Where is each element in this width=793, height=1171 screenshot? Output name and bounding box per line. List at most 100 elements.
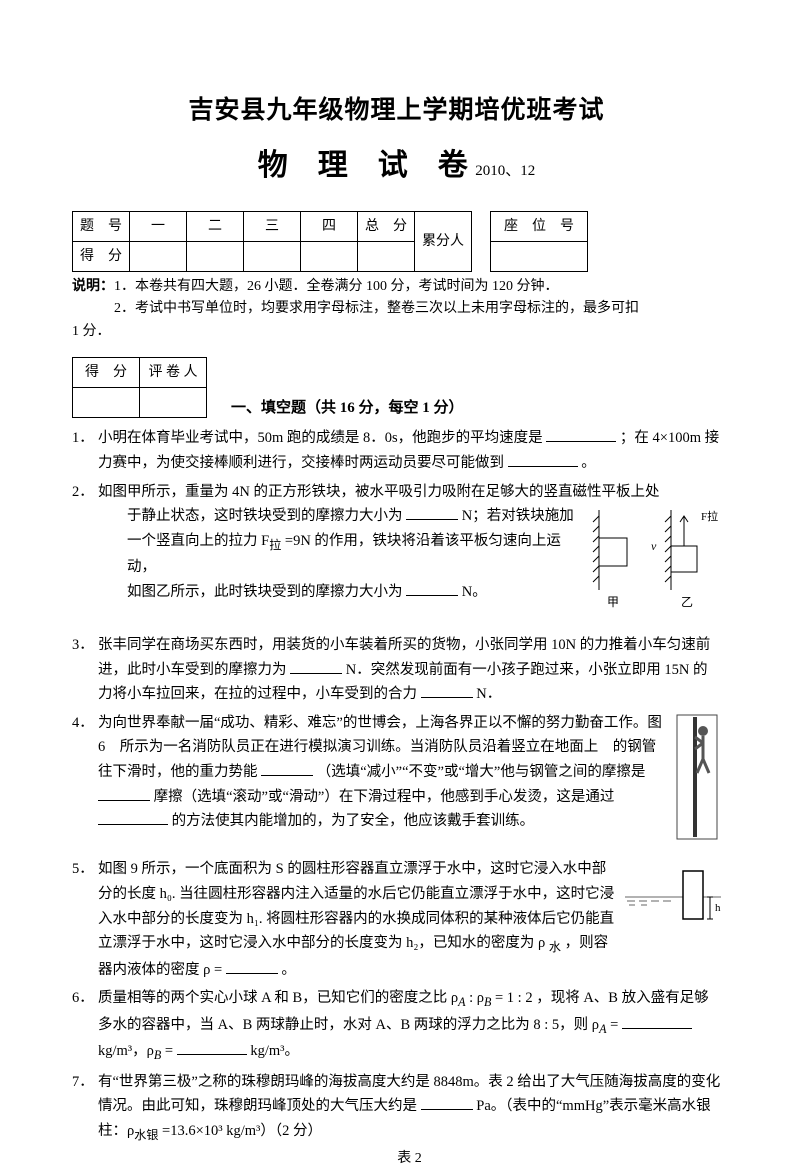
q2-t2: 于静止状态，这时铁块受到的摩擦力大小为 <box>127 508 403 524</box>
q2-t1: 如图甲所示，重量为 4N 的正方形铁块，被水平吸引力吸附在足够大的竖直磁性平板上… <box>98 484 659 500</box>
q6-subB2: B <box>154 1048 161 1062</box>
q1-blank-1 <box>546 427 616 443</box>
q7-sub-hg: 水银 <box>134 1128 158 1142</box>
q5-figure: h₀ <box>625 859 721 948</box>
exam-date: 2010、12 <box>475 163 535 179</box>
q6-t1: 质量相等的两个实心小球 A 和 B，已知它们的密度之比 ρ <box>98 990 458 1006</box>
q4-figure <box>673 713 721 852</box>
question-3: 3． 张丰同学在商场买东西时，用装货的小车装着所买的货物，小张同学用 10N 的… <box>72 633 721 707</box>
instructions: 说明：1．本卷共有四大题，26 小题．全卷满分 100 分，考试时间为 120 … <box>72 276 721 343</box>
q2-fig-label-left: 甲 <box>607 595 619 609</box>
seat-value <box>491 241 588 271</box>
question-4: 4． 为向世界奉献一届“成功、精彩、难忘”的世博会，上海各界正以不懈的努力勤奋工… <box>72 711 721 854</box>
q4-t2: （选填“减小”“不变”或“增大”他与钢管之间的摩擦是 <box>317 764 646 780</box>
seat-table: 座 位 号 <box>490 211 588 272</box>
q5-body: h₀ 如图 9 所示，一个底面积为 S 的圆柱形容器直立漂浮于水中，这时它浸入水… <box>98 857 721 982</box>
q6-num: 6． <box>72 986 98 1065</box>
q5-num: 5． <box>72 857 98 982</box>
score-cell-4 <box>301 241 358 271</box>
q2-figure: 甲 F拉 v <box>589 506 721 627</box>
q3-blank-1 <box>290 658 342 674</box>
score-row2-label: 得 分 <box>73 241 130 271</box>
instruction-line3: 1 分． <box>72 324 111 339</box>
q2-fig-v-label: v <box>651 539 657 553</box>
q7-t3: =13.6×10³ kg/m³）（2 分） <box>162 1123 322 1139</box>
score-cell-total <box>358 241 415 271</box>
q3-num: 3． <box>72 633 98 707</box>
q4-body: 为向世界奉献一届“成功、精彩、难忘”的世博会，上海各界正以不懈的努力勤奋工作。图… <box>98 711 721 854</box>
exam-subject: 物 理 试 卷 <box>258 149 468 182</box>
question-1: 1． 小明在体育毕业考试中，50m 跑的成绩是 8．0s，他跑步的平均速度是 ；… <box>72 426 721 475</box>
question-6: 6． 质量相等的两个实心小球 A 和 B，已知它们的密度之比 ρA : ρB =… <box>72 986 721 1065</box>
grader-table: 得 分 评 卷 人 <box>72 357 207 418</box>
grader-score-label: 得 分 <box>73 358 140 388</box>
section-1-heading-row: 得 分 评 卷 人 一、填空题（共 16 分，每空 1 分） <box>72 351 721 420</box>
q3-body: 张丰同学在商场买东西时，用装货的小车装着所买的货物，小张同学用 10N 的力推着… <box>98 633 721 707</box>
q2-figure-svg: 甲 F拉 v <box>589 506 721 618</box>
exam-title-line1: 吉安县九年级物理上学期培优班考试 <box>72 90 721 131</box>
q6-blank-1 <box>622 1013 692 1029</box>
q4-figure-svg <box>673 713 721 843</box>
q1-num: 1． <box>72 426 98 475</box>
q1-blank-2 <box>508 451 578 467</box>
score-cell-1 <box>130 241 187 271</box>
question-2: 2． 如图甲所示，重量为 4N 的正方形铁块，被水平吸引力吸附在足够大的竖直磁性… <box>72 480 721 629</box>
q4-blank-3 <box>98 810 168 826</box>
question-5: 5． <box>72 857 721 982</box>
q6-t5: = <box>165 1043 177 1059</box>
q1-body: 小明在体育毕业考试中，50m 跑的成绩是 8．0s，他跑步的平均速度是 ；在 4… <box>98 426 721 475</box>
top-table-row: 题 号 一 二 三 四 总 分 累分人 得 分 座 位 号 <box>72 211 721 272</box>
q7-num: 7． <box>72 1070 98 1171</box>
q5-figure-svg: h₀ <box>625 859 721 939</box>
section-1-heading: 一、填空题（共 16 分，每空 1 分） <box>231 396 464 421</box>
score-th-label: 题 号 <box>73 211 130 241</box>
q2-sub1: 拉 <box>269 538 281 552</box>
score-cell-3 <box>244 241 301 271</box>
q2-num: 2． <box>72 480 98 629</box>
q4-num: 4． <box>72 711 98 854</box>
q1-t3: 。 <box>581 455 596 471</box>
q4-t4: 的方法使其内能增加的，为了安全，他应该戴手套训练。 <box>172 813 535 829</box>
q2-blank-2 <box>406 580 458 596</box>
q5-blank-1 <box>226 958 278 974</box>
q5-t1: 如图 9 所示，一个底面积为 S 的圆柱形容器直立漂浮于水中，这时它浸入水中部分… <box>98 861 614 951</box>
q6-unit2: kg/m³。 <box>250 1043 299 1059</box>
q5-sub-water: 水 <box>549 940 561 954</box>
q4-t3: 摩擦（选填“滚动”或“滑动”）在下滑过程中，他感到手心发烫，这是通过 <box>154 789 615 805</box>
q2-t6: N。 <box>462 584 487 600</box>
score-th-3: 三 <box>244 211 301 241</box>
q6-subA2: A <box>599 1022 606 1036</box>
q2-fig-F-label: F拉 <box>701 509 718 523</box>
q6-subB: B <box>484 995 491 1009</box>
seat-label: 座 位 号 <box>491 211 588 241</box>
q6-subA: A <box>458 995 465 1009</box>
q2-fig-label-right: 乙 <box>681 595 693 609</box>
q6-blank-2 <box>177 1040 247 1056</box>
question-7: 7． 有“世界第三极”之称的珠穆朗玛峰的海拔高度大约是 8848m。表 2 给出… <box>72 1070 721 1171</box>
score-th-total: 总 分 <box>358 211 415 241</box>
q6-unit1: kg/m³，ρ <box>98 1043 154 1059</box>
instructions-label: 说明： <box>72 279 114 294</box>
q7-table-label: 表 2 <box>98 1147 721 1171</box>
q5-fig-h0: h₀ <box>715 902 721 914</box>
grader-person-value <box>140 388 207 418</box>
score-th-4: 四 <box>301 211 358 241</box>
q7-blank-1 <box>421 1095 473 1111</box>
grader-person-label: 评 卷 人 <box>140 358 207 388</box>
grader-score-value <box>73 388 140 418</box>
q4-blank-2 <box>98 785 150 801</box>
q7-body: 有“世界第三极”之称的珠穆朗玛峰的海拔高度大约是 8848m。表 2 给出了大气… <box>98 1070 721 1171</box>
q2-blank-1 <box>406 505 458 521</box>
score-th-2: 二 <box>187 211 244 241</box>
exam-page: 吉安县九年级物理上学期培优班考试 物 理 试 卷 2010、12 题 号 一 二… <box>0 0 793 1122</box>
q3-t3: N． <box>476 686 501 702</box>
q5-t3: 。 <box>281 962 296 978</box>
score-th-acc: 累分人 <box>415 211 472 271</box>
score-table: 题 号 一 二 三 四 总 分 累分人 得 分 <box>72 211 472 272</box>
score-cell-2 <box>187 241 244 271</box>
q6-t2: : ρ <box>469 990 484 1006</box>
instruction-line2: 2．考试中书写单位时，均要求用字母标注，整卷三次以上未用字母标注的，最多可扣 <box>114 301 639 316</box>
q6-t4: = <box>610 1017 622 1033</box>
exam-title-line2: 物 理 试 卷 2010、12 <box>72 141 721 191</box>
q2-body: 如图甲所示，重量为 4N 的正方形铁块，被水平吸引力吸附在足够大的竖直磁性平板上… <box>98 480 721 629</box>
